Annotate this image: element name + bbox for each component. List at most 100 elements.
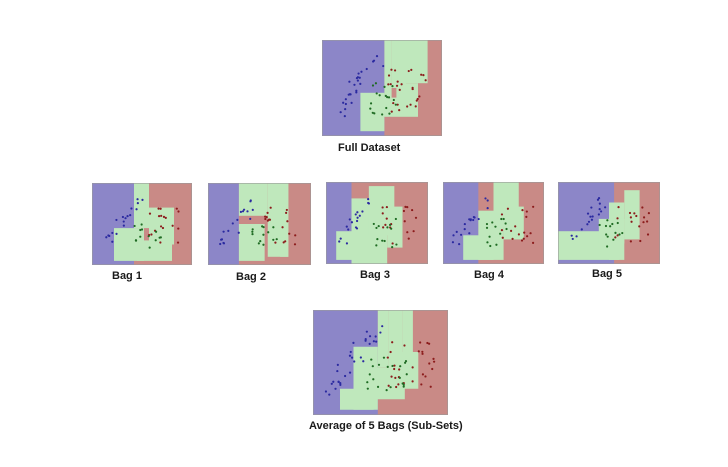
blue-point	[328, 393, 331, 396]
blue-point	[334, 387, 337, 390]
blue-point	[135, 208, 138, 211]
green-point	[488, 235, 491, 238]
blue-point	[368, 342, 371, 345]
red-point	[396, 80, 399, 83]
red-point	[176, 241, 180, 244]
red-point	[288, 232, 291, 235]
bag-1-decision-boundary	[92, 183, 192, 265]
plot-frame	[313, 310, 448, 415]
green-point	[384, 94, 387, 97]
green-region	[624, 190, 640, 240]
blue-point	[343, 374, 347, 378]
green-point	[621, 231, 624, 235]
red-point	[286, 220, 289, 223]
red-point	[526, 235, 529, 238]
blue-point	[361, 210, 364, 213]
green-point	[251, 233, 254, 236]
plot-frame	[326, 182, 428, 264]
green-point	[262, 233, 265, 236]
blue-point	[367, 197, 370, 201]
blue-point	[355, 77, 359, 80]
green-point	[370, 358, 373, 361]
blue-point	[241, 210, 245, 213]
green-point	[606, 235, 609, 238]
green-point	[405, 373, 408, 376]
blue-point	[111, 231, 114, 235]
blue-point	[358, 76, 361, 79]
blue-point	[339, 237, 342, 240]
green-point	[391, 246, 394, 249]
green-point	[485, 226, 489, 229]
red-point	[265, 215, 268, 219]
red-point	[521, 209, 524, 212]
full-dataset-label: Full Dataset	[338, 142, 401, 154]
green-point	[505, 227, 508, 231]
blue-point	[345, 225, 348, 228]
red-point	[385, 205, 388, 209]
green-point	[598, 223, 601, 227]
green-point	[398, 376, 401, 379]
green-point	[502, 217, 505, 221]
full-dataset-plot	[322, 40, 442, 136]
blue-point	[115, 218, 118, 222]
blue-point	[597, 197, 601, 200]
red-point	[391, 341, 394, 344]
blue-point	[347, 228, 350, 231]
blue-point	[468, 218, 471, 221]
red-point	[523, 231, 526, 234]
green-point	[154, 230, 158, 233]
red-point	[520, 239, 524, 242]
blue-point	[372, 59, 376, 62]
blue-point	[604, 206, 607, 209]
average-decision-boundary	[313, 310, 448, 415]
blue-point	[381, 325, 384, 328]
blue-point	[115, 232, 118, 235]
green-region	[598, 218, 625, 244]
red-point	[506, 207, 510, 210]
blue-point	[379, 331, 382, 334]
red-point	[532, 205, 535, 208]
blue-point	[332, 380, 335, 383]
green-point	[139, 235, 142, 238]
red-point	[431, 367, 434, 371]
red-point	[420, 73, 423, 76]
blue-point	[586, 223, 589, 226]
blue-point	[597, 213, 600, 216]
red-point	[642, 221, 645, 224]
green-point	[386, 226, 389, 229]
plot-frame	[322, 40, 442, 136]
red-point	[384, 223, 387, 226]
red-point	[641, 206, 644, 209]
green-point	[373, 112, 376, 115]
blue-point	[357, 72, 360, 75]
blue-point	[375, 55, 379, 58]
green-point	[499, 232, 502, 235]
green-point	[376, 237, 379, 241]
blue-point	[359, 356, 362, 359]
blue-point	[355, 227, 359, 230]
red-point	[400, 83, 403, 86]
full-dataset-decision-boundary	[322, 40, 442, 136]
red-point	[411, 87, 414, 91]
red-point	[635, 214, 638, 218]
red-point	[514, 225, 517, 228]
blue-point	[121, 215, 125, 219]
red-point	[633, 212, 636, 215]
green-point	[275, 238, 278, 241]
blue-point	[587, 220, 591, 223]
green-point	[495, 243, 498, 246]
green-point	[272, 238, 275, 241]
green-point	[388, 112, 391, 115]
green-region	[134, 183, 149, 229]
green-point	[366, 381, 369, 384]
red-point	[416, 97, 419, 101]
bag-4-label: Bag 4	[474, 269, 504, 281]
green-region	[391, 40, 406, 88]
green-point	[390, 227, 393, 230]
red-point	[616, 234, 619, 237]
green-point	[394, 217, 397, 221]
blue-point	[126, 215, 129, 218]
blue-point	[219, 242, 222, 246]
green-point	[385, 106, 388, 110]
blue-point	[586, 212, 590, 215]
